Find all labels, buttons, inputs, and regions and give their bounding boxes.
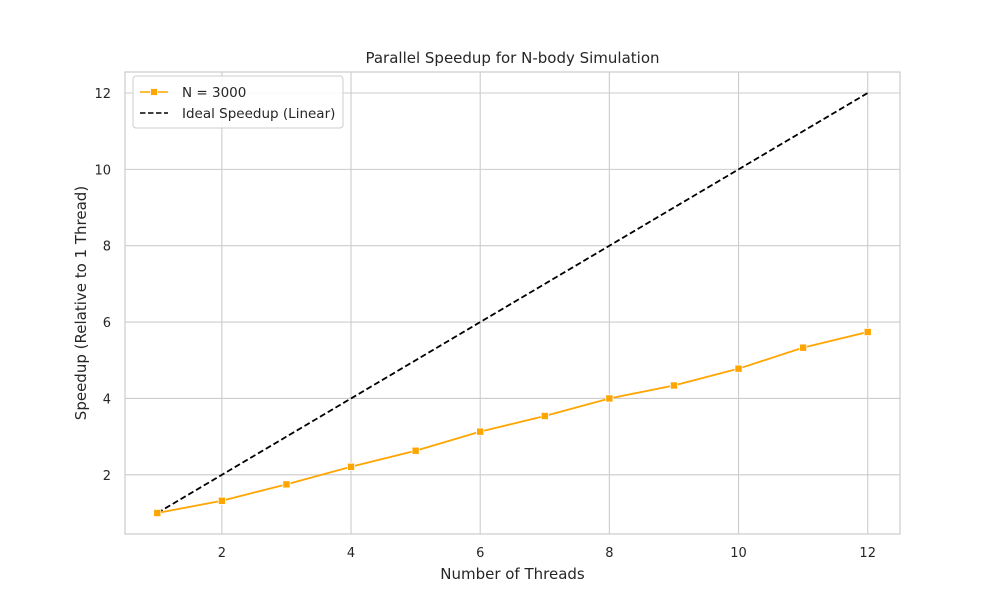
data-point-n3000-1 — [153, 508, 162, 517]
legend-label-n3000: N = 3000 — [182, 85, 246, 101]
y-tick-label-6: 6 — [103, 316, 111, 331]
x-axis-label: Number of Threads — [440, 565, 585, 583]
series-line-ideal — [156, 92, 869, 514]
x-tick-label-6: 6 — [476, 546, 484, 561]
y-tick-label-12: 12 — [94, 87, 111, 102]
data-point-n3000-3 — [282, 480, 291, 489]
y-tick-label-8: 8 — [103, 240, 111, 255]
chart-title: Parallel Speedup for N-body Simulation — [365, 49, 659, 67]
data-point-n3000-8 — [605, 394, 614, 403]
y-axis-label: Speedup (Relative to 1 Thread) — [72, 186, 90, 420]
plot-frame — [124, 71, 901, 535]
data-point-n3000-4 — [347, 462, 356, 471]
x-tick-label-12: 12 — [859, 546, 876, 561]
x-tick-label-10: 10 — [730, 546, 747, 561]
y-tick-label-10: 10 — [94, 163, 111, 178]
data-point-n3000-2 — [217, 496, 226, 505]
series-line-n3000 — [157, 331, 868, 514]
tick-labels: 2 4 6 8 10 12 2 4 6 8 10 12 — [94, 87, 876, 561]
legend-label-ideal: Ideal Speedup (Linear) — [182, 106, 335, 122]
y-tick-label-2: 2 — [103, 469, 111, 484]
x-tick-label-8: 8 — [605, 546, 613, 561]
data-point-n3000-12 — [863, 328, 872, 337]
data-point-n3000-5 — [411, 446, 420, 455]
legend-marker-n3000 — [150, 88, 158, 96]
data-point-n3000-6 — [476, 427, 485, 436]
data-point-n3000-11 — [799, 343, 808, 352]
data-point-n3000-7 — [540, 412, 549, 421]
y-tick-label-4: 4 — [103, 392, 111, 407]
legend: N = 3000 Ideal Speedup (Linear) — [132, 75, 344, 129]
x-tick-label-4: 4 — [347, 546, 355, 561]
x-tick-label-2: 2 — [218, 546, 226, 561]
data-point-n3000-10 — [734, 364, 743, 373]
data-point-n3000-9 — [669, 381, 678, 390]
grid — [125, 72, 900, 534]
legend-box — [132, 75, 344, 129]
series — [153, 92, 872, 517]
